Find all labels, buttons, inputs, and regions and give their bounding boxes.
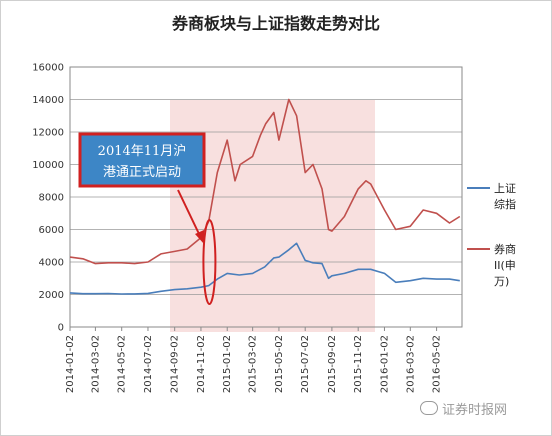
axes: 0 2000 4000 6000 8000 10000 12000 14000 16000 201… — [32, 63, 463, 393]
y-tick-label: 4000 — [39, 258, 64, 269]
x-tick-label: 2014-09-02 — [170, 335, 181, 393]
wechat-icon — [420, 401, 438, 415]
legend-label-line: 券商 — [494, 242, 516, 256]
legend-label-line: 综指 — [494, 197, 516, 211]
source-watermark: 证券时报网 — [420, 399, 507, 418]
series-layer — [69, 98, 461, 295]
annotation-text-line2: 港通正式启动 — [103, 165, 181, 180]
x-tick-label: 2014-07-02 — [143, 335, 154, 393]
y-tick-label: 8000 — [39, 193, 64, 204]
y-tick-label: 14000 — [32, 95, 64, 106]
x-tick-label: 2016-03-02 — [405, 335, 416, 393]
x-tick-label: 2016-01-02 — [379, 335, 390, 393]
x-tick-label: 2015-03-02 — [248, 335, 259, 393]
legend-label-1: 上证综指 — [494, 182, 516, 211]
legend-label-2: 券商 II(申万) — [494, 242, 516, 288]
x-tick-label: 2014-01-02 — [65, 335, 76, 393]
y-tick-label: 0 — [58, 323, 64, 334]
annotation-box — [78, 132, 206, 188]
x-tick-label: 2014-03-02 — [90, 335, 101, 393]
y-tick-label: 10000 — [32, 160, 64, 171]
x-tick-label: 2014-05-02 — [117, 335, 128, 393]
annotation-text-line1: 2014年11月沪 — [98, 143, 187, 159]
annotation-ellipse — [202, 219, 217, 305]
legend-label-line: II(申 — [494, 259, 516, 272]
annotation-arrowhead — [195, 230, 204, 244]
x-tick-label: 2015-01-02 — [222, 335, 233, 393]
x-tick-label: 2015-09-02 — [327, 335, 338, 393]
y-tick-label: 12000 — [32, 128, 64, 139]
series-line-2 — [69, 98, 461, 265]
chart-title: 券商板块与上证指数走势对比 — [171, 14, 380, 33]
annotation-arrow — [177, 189, 201, 237]
y-tick-label: 6000 — [39, 225, 64, 236]
x-tick-label: 2015-11-02 — [353, 335, 364, 393]
x-tick-label: 2015-05-02 — [274, 335, 285, 393]
legend-label-line: 上证 — [494, 182, 516, 195]
x-tick-label: 2016-05-02 — [432, 335, 443, 393]
y-tick-label: 16000 — [32, 63, 64, 74]
y-tick-label: 2000 — [39, 290, 64, 301]
x-tick-label: 2015-07-02 — [300, 335, 311, 393]
legend-label-line: 万) — [494, 275, 509, 288]
x-tick-label: 2014-11-02 — [196, 335, 207, 393]
watermark-text: 证券时报网 — [442, 403, 508, 418]
plot-border — [69, 66, 463, 328]
series-line-1 — [69, 242, 460, 295]
